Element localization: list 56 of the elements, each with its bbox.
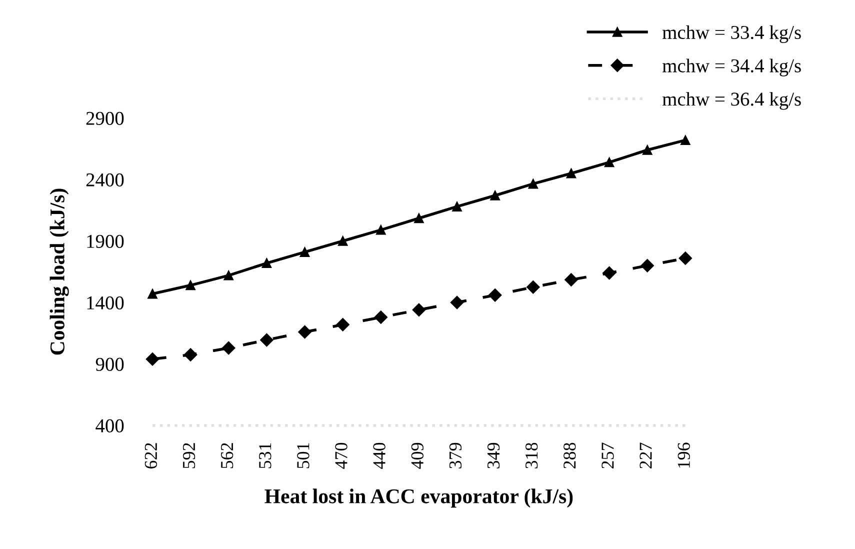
point [146,352,160,366]
point [680,135,690,146]
point [186,280,196,290]
x-tick-label: 622 [144,443,158,468]
point [450,296,464,310]
x-axis-title: Heat lost in ACC evaporator (kJ/s) [264,488,573,508]
point [184,348,198,362]
x-tick-label: 531 [259,443,272,468]
legend-label: mchw = 33.4 kg/s [662,25,801,44]
x-tick-label: 288 [564,442,576,468]
y-tick-label: 2900 [86,112,124,125]
point [412,303,426,316]
point [414,213,424,224]
point [678,252,692,265]
x-tick-label: 470 [335,442,348,469]
y-axis-title: Cooling load (kJ/s) [50,188,69,355]
point [452,202,462,212]
point [488,288,502,302]
point [528,178,538,189]
point [298,325,312,339]
x-tick-label: 318 [525,442,538,468]
y-tick-label: 400 [96,419,124,432]
point [148,289,158,299]
legend-label: mchw = 36.4 kg/s [662,92,801,110]
x-tick-label: 592 [182,443,196,468]
point [642,145,652,155]
point [564,273,578,286]
point [490,190,500,200]
point [338,236,348,246]
x-tick-label: 227 [640,442,652,468]
point [374,310,388,324]
x-tick-label: 409 [411,442,424,469]
x-tick-label: 257 [602,442,614,468]
point [300,247,310,257]
point [224,270,234,280]
y-tick-label: 1900 [87,234,124,248]
x-tick-label: 349 [487,442,500,468]
x-tick-label: 379 [449,442,462,468]
y-tick-label: 2400 [86,173,124,186]
point [604,157,614,168]
y-tick-label: 1400 [87,296,124,310]
point [640,259,654,272]
point [602,266,616,280]
point [376,225,386,235]
point [566,168,576,178]
point [222,341,236,355]
x-tick-label: 440 [373,442,386,469]
x-tick-label: 501 [297,443,310,468]
point [336,318,350,332]
x-tick-label: 196 [678,442,690,468]
point [260,333,274,347]
y-tick-label: 900 [96,358,124,371]
x-tick-label: 562 [221,443,234,468]
point [262,258,272,268]
legend-label: mchw = 34.4 kg/s [662,58,801,76]
point [526,280,540,294]
